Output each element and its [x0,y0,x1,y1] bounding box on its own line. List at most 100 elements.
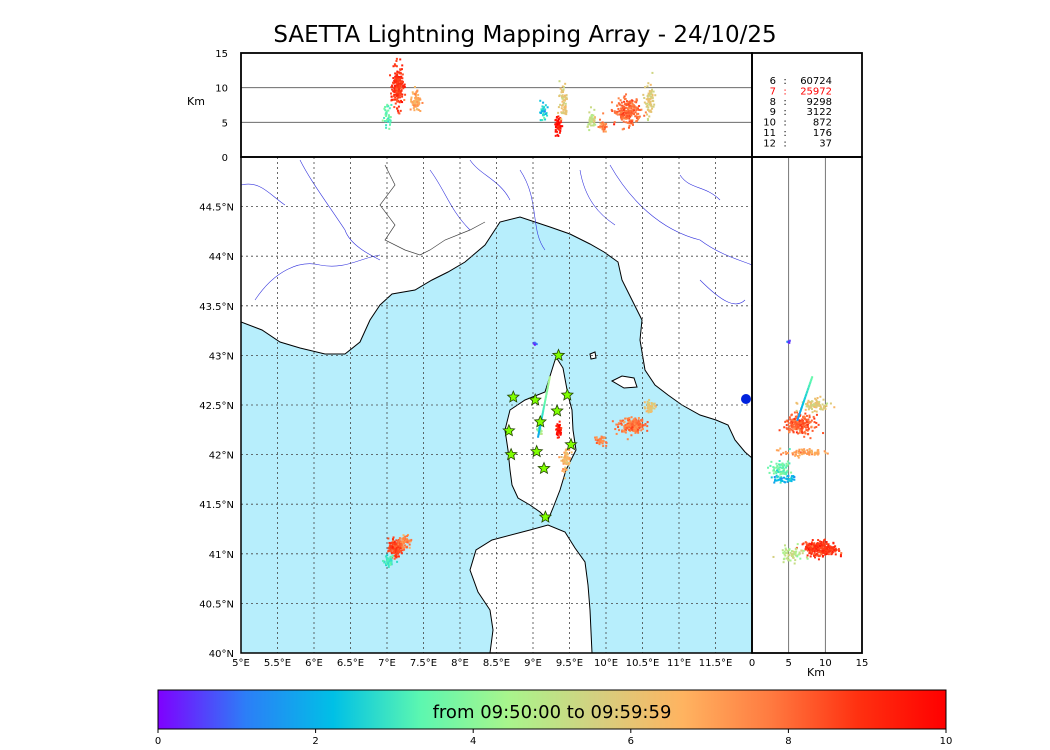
lon-alt-source-point [413,105,416,108]
alt-lat-source-point [796,420,799,423]
count-value: 872 [813,118,832,129]
alt-lat-source-point [811,550,814,553]
alt-lat-track-point [800,408,803,411]
alt-lat-source-point [786,475,789,478]
map-track-point [546,386,549,389]
alt-lat-source-point [816,549,819,552]
colorbar-label: from 09:50:00 to 09:59:59 [432,702,672,723]
alt-lat-source-point [775,462,778,465]
alt-lat-source-point [807,548,810,551]
alt-lat-source-point [804,418,807,421]
alt-lat-source-point [815,543,818,546]
lon-alt-source-point [558,95,561,98]
count-stations: 8 [770,97,776,108]
alt-lat-source-point [813,543,816,546]
lon-alt-source-point [396,99,399,102]
alt-lat-source-point [785,453,788,456]
alt-lat-source-point [799,451,802,454]
lon-alt-source-point [392,77,395,80]
count-value: 60724 [800,76,832,87]
alt-lat-source-point [807,418,810,421]
lon-alt-source-point [622,96,625,99]
lon-alt-source-point [627,126,630,129]
alt-lat-source-point [790,554,793,557]
alt-lat-source-point [799,421,802,424]
lon-alt-source-point [602,129,605,132]
alt-lat-source-point [789,418,792,421]
mainland [241,157,752,459]
alt-lat-source-point [822,432,825,435]
alt-lat-source-point [824,548,827,551]
lon-alt-source-point [404,93,407,96]
map-source-point [393,557,396,560]
map-source-point [643,401,646,404]
map-source-point [388,541,391,544]
lon-alt-source-point [651,88,654,91]
lon-alt-source-point [613,123,616,126]
map-x-tick-label: 10.5°E [626,658,660,669]
lon-alt-source-point [644,111,647,114]
alt-lat-source-point [780,476,783,479]
lon-alt-source-point [650,95,653,98]
map-source-point [564,467,567,470]
alt-lat-source-point [821,408,824,411]
alt-lat-source-point [813,417,816,420]
lon-alt-source-point [396,79,399,82]
alt-lat-source-point [778,466,781,469]
alt-lat-source-point [795,424,798,427]
lon-alt-source-point [541,114,544,117]
alt-lat-source-point [804,432,807,435]
lon-alt-source-point [542,112,545,115]
map-lightning-sources [382,341,657,569]
map-source-point [403,544,406,547]
lon-alt-source-point [650,105,653,108]
map-source-point [556,423,559,426]
map-source-point [388,544,391,547]
alt-lat-source-point [806,449,809,452]
lon-alt-source-point [390,86,393,89]
alt-lat-source-point [785,462,788,465]
lon-alt-source-point [564,82,567,85]
map-source-point [387,566,390,569]
alt-lat-source-point [792,425,795,428]
alt-lat-source-point [795,450,798,453]
lon-alt-source-point [625,117,628,120]
lon-alt-source-point [623,111,626,114]
map-y-ticks: 40°N 40.5°N 41°N 41.5°N 42°N 42.5°N 43°N 43.5°N… [199,203,234,660]
alt-lat-source-point [815,452,818,455]
alt-lat-source-point [796,455,799,458]
lon-alt-source-point [590,124,593,127]
alt-lat-source-point [819,406,822,409]
alt-lat-source-point [816,541,819,544]
lon-alt-source-point [394,98,397,101]
lon-alt-source-point [544,104,547,107]
lon-alt-source-point [590,115,593,118]
alt-lat-source-point [803,430,806,433]
lon-alt-source-point [647,119,650,122]
lon-alt-source-point [559,103,562,106]
lon-alt-source-point [651,94,654,97]
lon-alt-source-point [640,108,643,111]
map-source-point [618,429,621,432]
lon-alt-source-point [591,120,594,123]
alt-lat-source-point [801,448,804,451]
alt-lat-source-point [797,424,800,427]
lon-alt-source-point [588,111,591,114]
colorbar-tick-label: 0 [155,736,161,747]
map-source-point [640,425,643,428]
lon-alt-source-point [561,100,564,103]
lon-alt-source-point [557,115,560,118]
alt-lat-source-point [810,408,813,411]
alt-lat-source-point [786,420,789,423]
map-source-point [599,437,602,440]
alt-lat-source-point [784,552,787,555]
lon-alt-source-point [418,97,421,100]
alt-lat-source-point [802,416,805,419]
lon-alt-source-point [400,68,403,71]
lon-alt-source-point [413,102,416,105]
lon-alt-source-point [388,107,391,110]
lon-alt-source-point [559,129,562,132]
alt-lat-source-point [806,429,809,432]
map-source-point [628,423,631,426]
lon-alt-source-point [622,120,625,123]
